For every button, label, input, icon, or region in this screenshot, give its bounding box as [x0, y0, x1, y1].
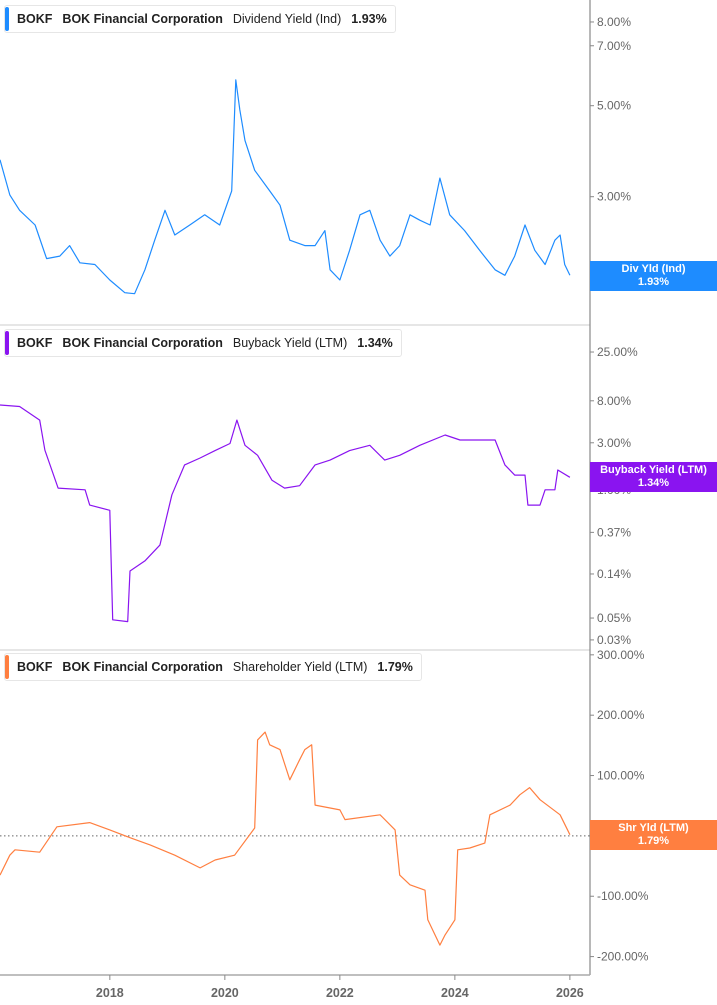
y-tick-label: 100.00% — [597, 769, 645, 783]
shareholder-yield-line — [0, 731, 571, 946]
legend-company: BOK Financial Corporation — [62, 12, 223, 26]
x-tick-label: 2020 — [211, 986, 239, 1000]
y-tick-label: 200.00% — [597, 708, 645, 722]
legend-color-swatch — [5, 7, 9, 31]
legend-shareholder-yield: BOKF BOK Financial Corporation Sharehold… — [4, 653, 422, 681]
y-tick-label: 8.00% — [597, 394, 631, 408]
legend-company: BOK Financial Corporation — [62, 660, 223, 674]
legend-value: 1.34% — [357, 336, 393, 350]
legend-metric: Shareholder Yield (LTM) — [232, 660, 368, 674]
last-value-name: Div Yld (Ind) — [621, 263, 686, 275]
legend-metric: Buyback Yield (LTM) — [232, 336, 348, 350]
legend-value: 1.79% — [377, 660, 413, 674]
y-tick-label: 0.05% — [597, 611, 631, 625]
y-tick-label: 3.00% — [597, 190, 631, 204]
legend-value: 1.93% — [351, 12, 387, 26]
axis-ticks: 8.00%7.00%5.00%3.00%2.00%25.00%8.00%3.00… — [96, 15, 649, 1000]
x-tick-label: 2022 — [326, 986, 354, 1000]
legend-dividend-yield: BOKF BOK Financial Corporation Dividend … — [4, 5, 396, 33]
last-value: 1.93% — [637, 276, 670, 288]
y-tick-label: 0.37% — [597, 525, 631, 539]
chart-frame — [0, 0, 591, 976]
y-tick-label: 3.00% — [597, 436, 631, 450]
last-value-label-shareholder: Shr Yld (LTM) 1.79% — [590, 820, 717, 850]
series-lines — [0, 79, 571, 946]
y-tick-label: 5.00% — [597, 99, 631, 113]
y-tick-label: -100.00% — [597, 889, 649, 903]
legend-ticker: BOKF — [17, 12, 53, 26]
y-tick-label: 0.03% — [597, 633, 631, 647]
y-tick-label: 25.00% — [597, 345, 638, 359]
y-tick-label: 0.14% — [597, 567, 631, 581]
legend-color-swatch — [5, 331, 9, 355]
x-tick-label: 2024 — [441, 986, 469, 1000]
legend-metric: Dividend Yield (Ind) — [232, 12, 342, 26]
last-value-label-dividend: Div Yld (Ind) 1.93% — [590, 261, 717, 291]
last-value: 1.34% — [637, 477, 670, 489]
x-tick-label: 2026 — [556, 986, 584, 1000]
y-tick-label: 8.00% — [597, 15, 631, 29]
legend-buyback-yield: BOKF BOK Financial Corporation Buyback Y… — [4, 329, 402, 357]
last-value-label-buyback: Buyback Yield (LTM) 1.34% — [590, 462, 717, 492]
legend-ticker: BOKF — [17, 660, 53, 674]
y-tick-label: -200.00% — [597, 950, 649, 964]
legend-color-swatch — [5, 655, 9, 679]
last-value-name: Shr Yld (LTM) — [618, 822, 689, 834]
legend-company: BOK Financial Corporation — [62, 336, 223, 350]
legend-ticker: BOKF — [17, 336, 53, 350]
last-value-name: Buyback Yield (LTM) — [600, 464, 707, 476]
dividend-yield-line — [0, 79, 571, 295]
x-tick-label: 2018 — [96, 986, 124, 1000]
buyback-yield-line — [0, 404, 571, 623]
y-tick-label: 7.00% — [597, 39, 631, 53]
last-value: 1.79% — [637, 835, 670, 847]
y-tick-label: 300.00% — [597, 648, 645, 662]
